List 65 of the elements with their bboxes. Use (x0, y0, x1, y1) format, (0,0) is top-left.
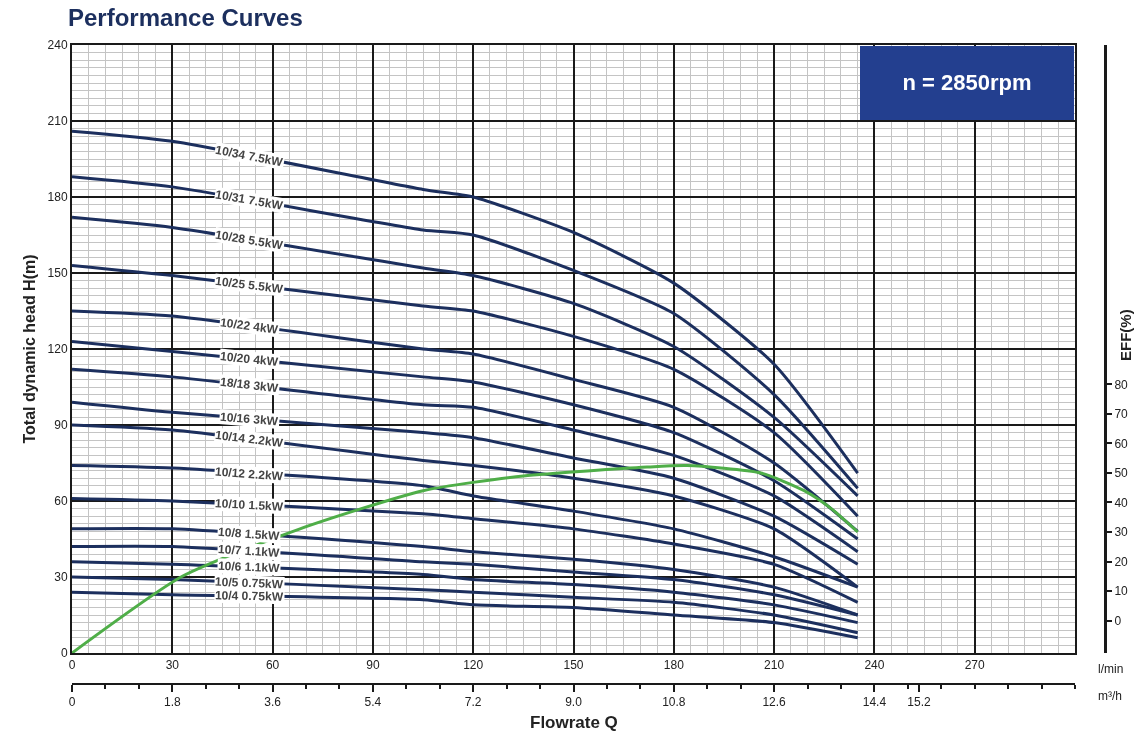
y-tick-label: 0 (60, 646, 68, 661)
series-label: 10/4 0.75kW (214, 588, 284, 604)
text: 10/20 4kW (219, 349, 280, 369)
y-axis-title: Total dynamic head H(m) (20, 254, 38, 444)
series-label: 10/10 1.5kW (214, 496, 285, 514)
x-tick-label: 120 (463, 658, 484, 673)
y-tick-label: 240 (47, 38, 68, 53)
x2-tick-label: 12.6 (762, 695, 787, 710)
x2-tick-label: 9.0 (565, 695, 583, 710)
y2-tick-label: 70 (1114, 407, 1129, 422)
x2-tick-label: 5.4 (364, 695, 382, 710)
y-tick-label: 90 (54, 418, 68, 433)
x-tick-label: 180 (663, 658, 685, 673)
x-tick-label: 210 (764, 658, 785, 673)
line-series (72, 263, 860, 518)
x2-tick-label: 14.4 (862, 695, 887, 710)
text: 10/28 5.5kW (214, 227, 285, 253)
y-tick-label: 210 (47, 114, 68, 129)
x-tick-label: 90 (366, 658, 380, 673)
x-tick-label: 240 (864, 658, 885, 673)
chart-title: Performance Curves (68, 4, 303, 32)
x-tick-label: 60 (265, 658, 280, 673)
y-tick-label: 150 (47, 266, 68, 281)
x2-tick-label: 15.2 (907, 695, 931, 710)
x2-tick-label: 7.2 (464, 695, 482, 710)
text: 10/34 7.5kW (214, 142, 285, 170)
y2-tick-label: 80 (1114, 377, 1129, 392)
text: 10/31 7.5kW (214, 187, 285, 213)
text: 10/22 4kW (219, 315, 280, 337)
label-box: n = 2850rpm (860, 46, 1074, 120)
series-label: 10/16 3kW (219, 409, 280, 429)
series-label: 10/8 1.5kW (217, 524, 281, 544)
line-series (72, 590, 860, 640)
y2-tick-label: 60 (1114, 436, 1129, 451)
line-series (72, 560, 860, 625)
x2-tick-label: 10.8 (662, 695, 686, 710)
text: m³/h (1098, 689, 1122, 703)
text: 10/25 5.5kW (214, 273, 285, 297)
line-series (72, 339, 860, 541)
y2-tick-label: 0 (1114, 613, 1122, 628)
y-tick-label: 120 (47, 342, 68, 357)
y-tick-label: 60 (54, 494, 68, 509)
y2-tick-label: 10 (1114, 584, 1129, 599)
x-tick-label: 270 (964, 658, 986, 673)
y-tick-label: 30 (54, 570, 68, 585)
series-label: 10/6 1.1kW (217, 558, 281, 576)
series-label: 10/5 0.75kW (214, 574, 284, 592)
text: l/min (1098, 662, 1124, 676)
y-tick-label: 180 (47, 190, 68, 205)
x-tick-label: 30 (165, 658, 180, 673)
y2-tick-label: 20 (1114, 554, 1129, 569)
y2-tick-label: 50 (1114, 466, 1129, 481)
y2-tick-label: 30 (1114, 525, 1129, 540)
line-series (72, 575, 860, 635)
y2-axis-title: EFF(%) (1117, 309, 1134, 361)
x-axis-title: Flowrate Q (530, 713, 618, 732)
series-label: 10/7 1.1kW (217, 542, 281, 560)
text: 10/14 2.2kW (214, 427, 285, 451)
x-tick-label: 150 (563, 658, 584, 673)
x2-tick-label: 3.6 (264, 695, 282, 710)
text: 18/18 3kW (219, 374, 280, 396)
series-label: 10/12 2.2kW (214, 464, 285, 484)
line-series (72, 496, 860, 604)
y2-tick-label: 40 (1114, 495, 1129, 510)
x2-tick-label: 1.8 (163, 695, 181, 710)
